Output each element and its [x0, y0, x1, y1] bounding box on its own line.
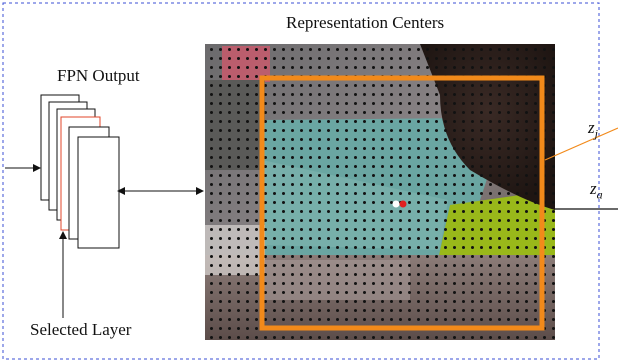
z-a-label: za: [590, 179, 603, 202]
z-a-base: z: [590, 179, 597, 198]
diagram-title: Representation Centers: [286, 13, 445, 32]
dashed-outer-border: [2, 2, 600, 360]
representation-image: [205, 44, 555, 340]
fpn-layer-stack: [40, 94, 120, 249]
z-j-sub: j: [594, 126, 598, 141]
center-point-white: [392, 200, 400, 208]
zj-line: [544, 127, 618, 161]
fpn-output-label: FPN Output: [57, 66, 140, 85]
selected-layer-label: Selected Layer: [30, 320, 132, 339]
z-a-sub: a: [596, 187, 603, 202]
highlight-box: [259, 75, 545, 331]
fpn-layer: [77, 136, 120, 249]
center-point-red: [399, 200, 407, 208]
z-j-label: zj: [588, 118, 598, 141]
z-j-base: z: [588, 118, 595, 137]
